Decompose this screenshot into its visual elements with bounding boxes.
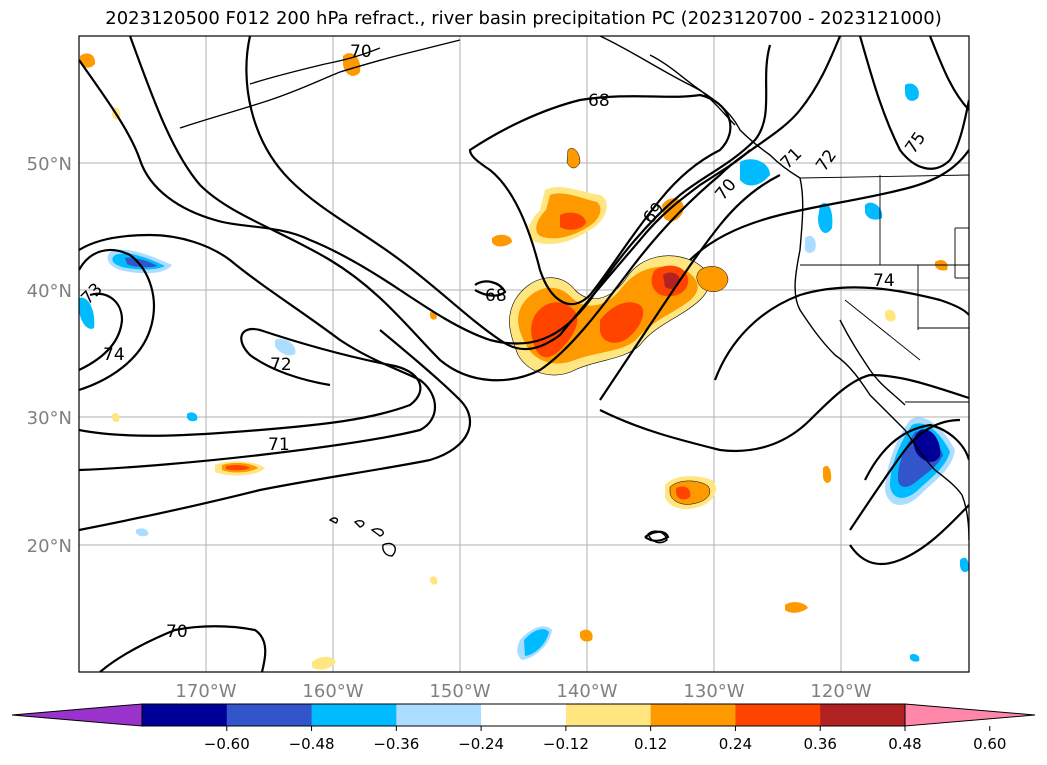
lon-label-120w: 120°W — [810, 681, 871, 702]
contour-label-70-north: 70 — [350, 42, 372, 62]
contour-label-74-west: 74 — [103, 345, 125, 365]
colorbar-segment — [650, 704, 736, 726]
colorbar-segment — [396, 704, 482, 726]
colorbar-segment — [820, 704, 906, 726]
colorbar-extend-high — [904, 703, 1036, 727]
contour-label-72-west: 72 — [270, 355, 292, 375]
colorbar-tick-label: −0.24 — [458, 735, 504, 753]
contour-label-71: 71 — [268, 435, 290, 455]
lon-label-140w: 140°W — [556, 681, 617, 702]
contour-label-70-south: 70 — [166, 622, 188, 642]
colorbar-tick-label: −0.60 — [204, 735, 250, 753]
colorbar: −0.60 −0.48 −0.36 −0.24 −0.12 0.12 0.24 0.36 0.4… — [11, 703, 1036, 753]
lon-label-150w: 150°W — [429, 681, 490, 702]
lon-label-170w: 170°W — [175, 681, 236, 702]
lon-label-130w: 130°W — [683, 681, 744, 702]
map-border — [78, 35, 970, 673]
colorbar-segment — [735, 704, 821, 726]
colorbar-tick-label: 0.12 — [634, 735, 667, 753]
lat-label-20n: 20°N — [27, 536, 72, 557]
colorbar-segment — [226, 704, 313, 726]
lat-label-40n: 40°N — [27, 281, 72, 302]
colorbar-segment — [481, 704, 567, 726]
colorbar-tick-label: −0.12 — [543, 735, 589, 753]
colorbar-tick-label: 0.24 — [719, 735, 752, 753]
precipitation-shading — [79, 53, 969, 670]
colorbar-segment — [565, 704, 652, 726]
colorbar-outline — [141, 703, 906, 727]
refractivity-contours — [79, 36, 969, 672]
map-title: 2023120500 F012 200 hPa refract., river … — [105, 8, 942, 29]
colorbar-segment — [311, 704, 397, 726]
colorbar-tick-label: −0.36 — [373, 735, 419, 753]
contour-label-68-center: 68 — [485, 286, 507, 306]
latitude-labels: 50°N 40°N 30°N 20°N — [27, 154, 72, 557]
longitude-labels: 170°W 160°W 150°W 140°W 130°W 120°W — [175, 681, 871, 702]
colorbar-segment — [142, 704, 228, 726]
coastlines — [179, 36, 969, 557]
lon-label-160w: 160°W — [302, 681, 363, 702]
colorbar-tick-label: −0.48 — [289, 735, 335, 753]
contour-label-68-north: 68 — [588, 91, 610, 111]
colorbar-extend-low — [11, 703, 143, 727]
colorbar-tick-label: 0.48 — [888, 735, 921, 753]
colorbar-tick-label: 0.60 — [973, 735, 1006, 753]
colorbar-tick-label: 0.36 — [804, 735, 837, 753]
gridlines — [79, 36, 969, 672]
lat-label-30n: 30°N — [27, 408, 72, 429]
lat-label-50n: 50°N — [27, 154, 72, 175]
contour-label-74-east: 74 — [873, 271, 895, 291]
